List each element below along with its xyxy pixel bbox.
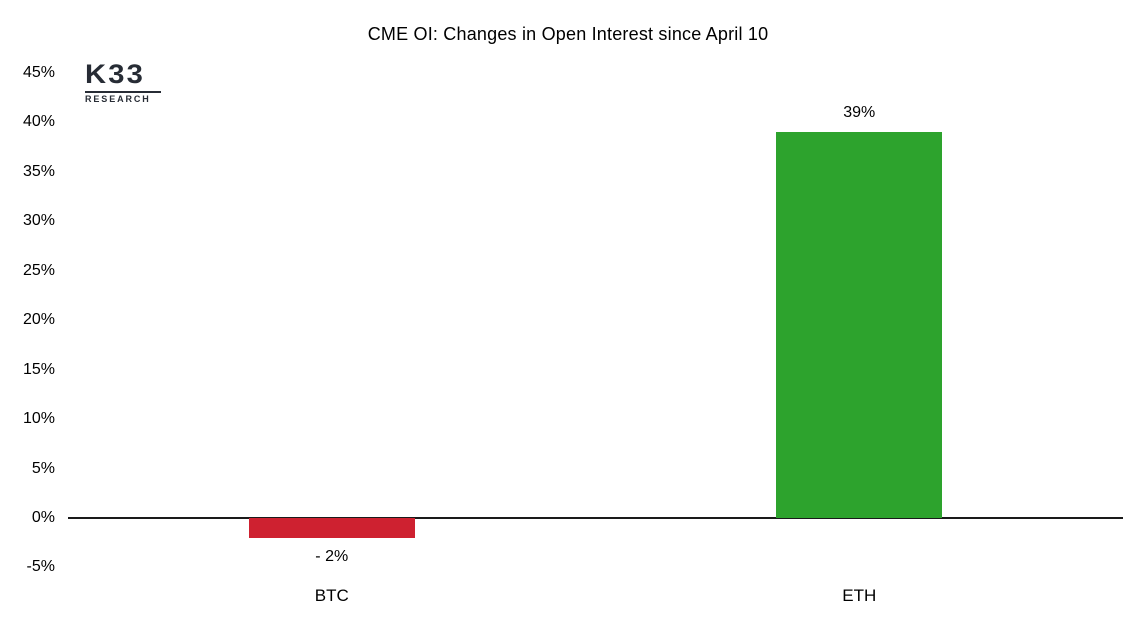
- y-axis-tick-label: 45%: [22, 64, 55, 81]
- y-axis-tick-label: 0%: [31, 509, 55, 526]
- bar-btc: [248, 518, 415, 538]
- y-axis-tick-label: 30%: [22, 212, 55, 230]
- bar-value-label-eth: 39%: [843, 104, 876, 122]
- x-axis-label-btc: BTC: [314, 586, 349, 605]
- y-axis-tick-label: 35%: [22, 162, 55, 180]
- x-axis-label-eth: ETH: [842, 586, 877, 605]
- y-axis-tick-label: -5%: [26, 558, 55, 576]
- chart-title: CME OI: Changes in Open Interest since A…: [367, 24, 769, 44]
- x-axis-line: [68, 517, 1123, 519]
- k33-logo-text: K33: [85, 59, 145, 89]
- y-axis-tick-label: 15%: [22, 360, 55, 378]
- k33-logo-subtext: RESEARCH: [85, 91, 161, 104]
- y-axis-tick-label: 25%: [22, 261, 55, 279]
- y-axis-tick-label: 5%: [31, 459, 55, 477]
- y-axis-tick-label: 10%: [22, 410, 55, 428]
- y-axis-tick-label: 40%: [22, 113, 55, 131]
- y-axis-tick-label: 20%: [22, 311, 55, 329]
- bar-eth: [776, 132, 943, 518]
- bar-value-label-btc: - 2%: [315, 547, 349, 565]
- k33-research-logo: K33 RESEARCH: [85, 61, 161, 104]
